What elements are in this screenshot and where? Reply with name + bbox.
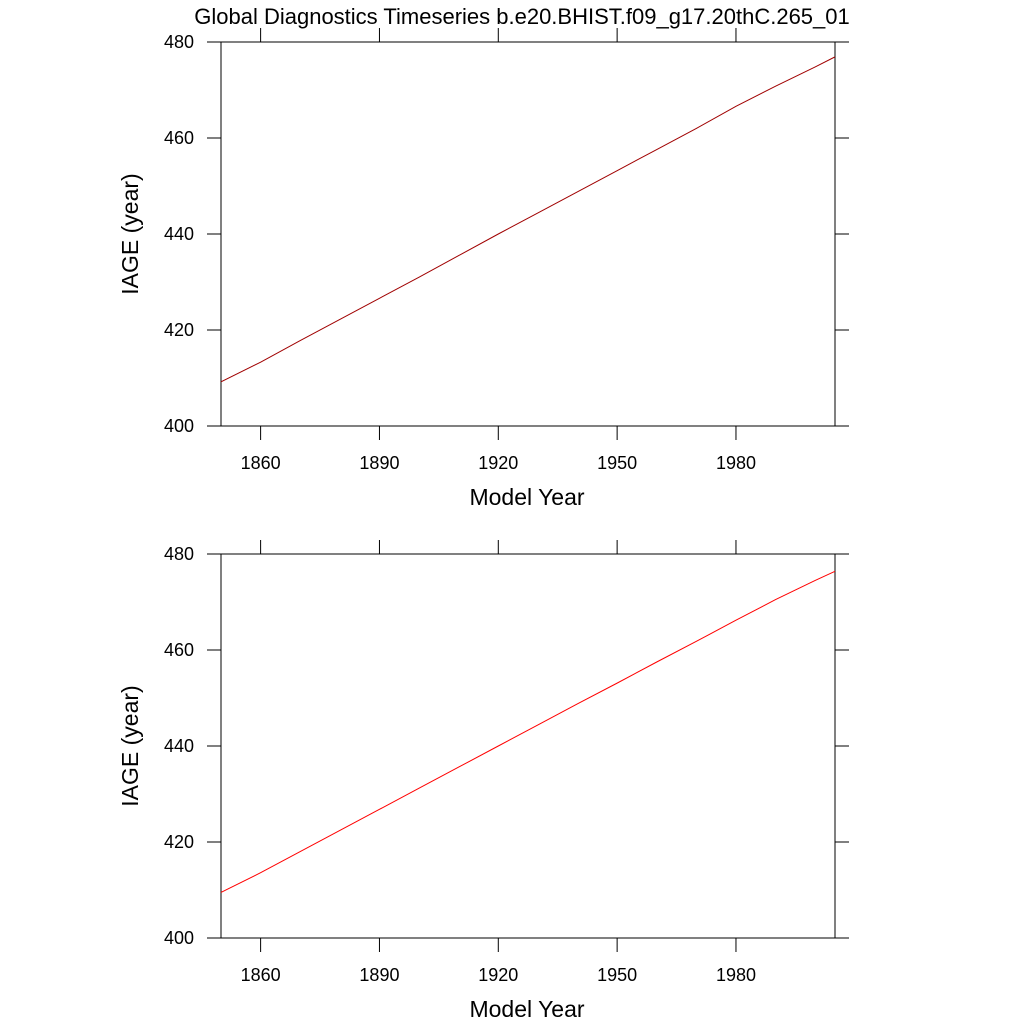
chart-title: Global Diagnostics Timeseries b.e20.BHIS… xyxy=(194,4,850,29)
y-tick-label: 420 xyxy=(164,320,194,340)
data-line xyxy=(220,56,836,383)
x-tick-label: 1860 xyxy=(241,965,281,985)
x-tick-label: 1980 xyxy=(716,453,756,473)
x-tick-label: 1860 xyxy=(241,453,281,473)
y-tick-label: 440 xyxy=(164,224,194,244)
y-tick-label: 400 xyxy=(164,416,194,436)
y-tick-label: 480 xyxy=(164,32,194,52)
y-tick-label: 460 xyxy=(164,640,194,660)
y-axis-label: IAGE (year) xyxy=(117,173,143,294)
y-tick-label: 440 xyxy=(164,736,194,756)
plot-frame xyxy=(220,41,836,427)
x-tick-label: 1890 xyxy=(359,965,399,985)
y-axis-label: IAGE (year) xyxy=(117,685,143,806)
y-tick-label: 480 xyxy=(164,544,194,564)
x-tick-label: 1950 xyxy=(597,965,637,985)
x-tick-label: 1920 xyxy=(478,453,518,473)
x-axis-label: Model Year xyxy=(469,996,584,1022)
x-tick-label: 1920 xyxy=(478,965,518,985)
y-tick-label: 420 xyxy=(164,832,194,852)
y-tick-label: 460 xyxy=(164,128,194,148)
x-axis-label: Model Year xyxy=(469,484,584,510)
plot-frame xyxy=(220,553,836,939)
data-line xyxy=(220,570,836,893)
x-tick-label: 1980 xyxy=(716,965,756,985)
x-tick-label: 1890 xyxy=(359,453,399,473)
x-tick-label: 1950 xyxy=(597,453,637,473)
y-tick-label: 400 xyxy=(164,928,194,948)
